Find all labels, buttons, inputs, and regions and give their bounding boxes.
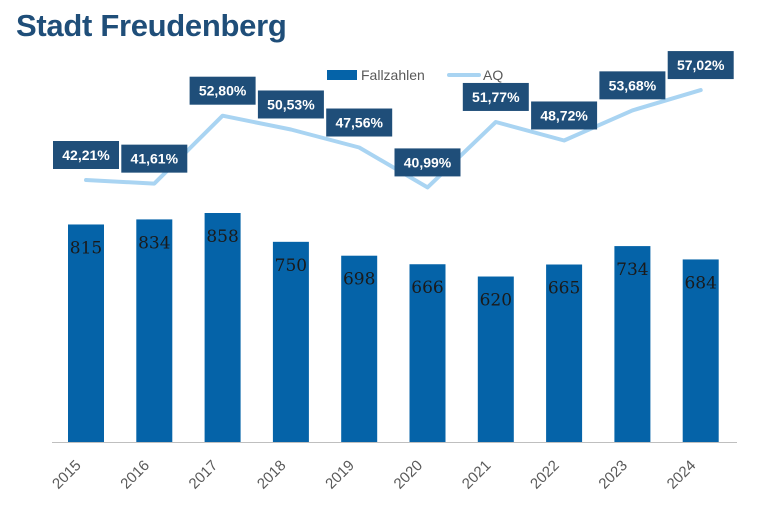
aq-line	[84, 88, 703, 190]
aq-label-box	[394, 148, 461, 177]
bar-2022	[546, 264, 583, 442]
bar-2017	[204, 213, 241, 442]
bar-2015	[68, 224, 104, 442]
aq-value-label: 53,68%	[609, 77, 657, 93]
legend-swatch-fallzahlen	[327, 70, 357, 80]
aq-value-label: 42,21%	[62, 147, 110, 163]
aq-value-label: 48,72%	[540, 107, 588, 123]
aq-value-label: 40,99%	[404, 154, 452, 170]
aq-label-box	[462, 82, 529, 111]
bar-value-label: 750	[275, 256, 307, 276]
bar-2020	[409, 264, 446, 442]
aq-value-label: 41,61%	[131, 151, 179, 167]
aq-value-label: 51,77%	[472, 89, 520, 105]
aq-value-label: 57,02%	[677, 57, 725, 73]
x-tick-label: 2020	[391, 457, 427, 493]
x-tick-label: 2018	[254, 457, 290, 493]
x-tick-label: 2016	[117, 457, 153, 493]
bar-value-label: 620	[480, 291, 512, 311]
bar-2023	[614, 246, 651, 442]
bar-value-label: 858	[206, 227, 238, 247]
bar-value-label: 665	[548, 279, 580, 299]
aq-label-box	[326, 108, 393, 137]
aq-label-box	[257, 90, 324, 119]
aq-value-label: 52,80%	[199, 83, 247, 99]
bar-2019	[341, 255, 378, 442]
bar-value-label: 834	[138, 233, 170, 253]
chart-title: Stadt Freudenberg	[16, 8, 287, 43]
aq-value-label: 50,53%	[267, 96, 315, 112]
x-tick-label: 2024	[664, 457, 700, 493]
bar-2024	[682, 259, 719, 442]
bar-value-label: 698	[343, 270, 375, 290]
legend-label-aq: AQ	[483, 67, 503, 83]
aq-label-box	[189, 76, 256, 105]
x-tick-label: 2022	[527, 457, 563, 493]
aq-value-label: 47,56%	[335, 115, 383, 131]
bar-2021	[477, 276, 514, 442]
aq-label-box	[667, 51, 734, 80]
bar-value-label: 684	[684, 273, 716, 293]
bar-2018	[272, 241, 309, 442]
aq-label-box	[531, 101, 598, 130]
bar-value-label: 734	[616, 260, 648, 280]
aq-label-box	[53, 141, 119, 169]
aq-label-box	[121, 144, 188, 173]
aq-label-box	[599, 71, 666, 100]
x-tick-label: 2023	[595, 457, 631, 493]
bar-2016	[136, 219, 173, 442]
x-tick-label: 2017	[186, 457, 222, 493]
bar-value-label: 666	[411, 278, 443, 298]
bar-value-label: 815	[70, 238, 102, 258]
x-tick-label: 2019	[322, 457, 358, 493]
x-tick-label: 2021	[459, 457, 495, 493]
x-tick-label: 2015	[49, 457, 85, 493]
legend-label-fallzahlen: Fallzahlen	[361, 67, 425, 83]
